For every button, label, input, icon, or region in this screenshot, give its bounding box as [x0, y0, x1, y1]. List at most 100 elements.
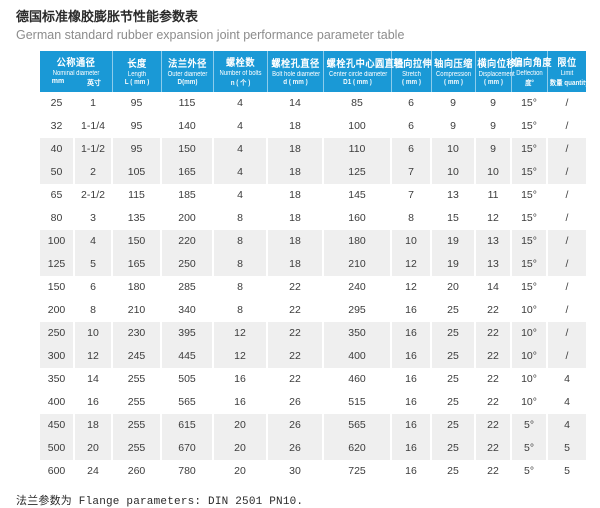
page-title-cn: 德国标准橡胶膨胀节性能参数表: [16, 9, 199, 24]
table-row: 350 14 255 505 16 22 460 16 25 22 10° 4: [40, 367, 587, 391]
cell-length: 105: [113, 160, 163, 184]
col-header-length: 长度 Length L ( mm ): [113, 50, 163, 92]
cell-deflection: 5°: [512, 459, 549, 483]
cell-bolts: 4: [214, 137, 269, 161]
cell-deflection: 15°: [512, 183, 549, 207]
cell-limit: /: [548, 91, 587, 115]
cell-nominal-inch: 10: [75, 321, 114, 345]
cell-displacement: 22: [476, 459, 513, 483]
cell-displacement: 9: [476, 91, 513, 115]
cell-compression: 25: [432, 390, 477, 414]
cell-compression: 25: [432, 298, 477, 322]
cell-nominal-inch: 14: [75, 367, 114, 391]
cell-compression: 19: [432, 252, 477, 276]
cell-center-circle: 145: [324, 183, 393, 207]
cell-bolts: 8: [214, 252, 269, 276]
cell-length: 180: [113, 275, 163, 299]
cell-outer-diameter: 220: [162, 229, 215, 253]
cell-nominal-inch: 12: [75, 344, 114, 368]
cell-displacement: 9: [476, 137, 513, 161]
table-row: 450 18 255 615 20 26 565 16 25 22 5° 4: [40, 413, 587, 437]
cell-bolt-hole: 18: [268, 252, 325, 276]
cell-limit: /: [548, 321, 587, 345]
cell-outer-diameter: 150: [162, 137, 215, 161]
cell-center-circle: 240: [324, 275, 393, 299]
cell-deflection: 5°: [512, 413, 549, 437]
table-head: 公称通径 Nominal diameter mm 英寸 长度 Length L ( mm )…: [40, 50, 589, 92]
cell-limit: /: [548, 183, 587, 207]
cell-center-circle: 515: [324, 390, 393, 414]
cell-outer-diameter: 115: [162, 91, 215, 115]
cell-outer-diameter: 780: [162, 459, 215, 483]
cell-displacement: 11: [476, 183, 513, 207]
col-header-deflection: 偏向角度 Deflection 度°: [512, 50, 552, 92]
cell-limit: /: [548, 160, 587, 184]
cell-center-circle: 725: [324, 459, 393, 483]
cell-limit: /: [548, 229, 587, 253]
cell-bolt-hole: 30: [268, 459, 325, 483]
table-row: 25 1 95 115 4 14 85 6 9 9 15° /: [40, 91, 587, 115]
cell-stretch: 6: [392, 91, 433, 115]
cell-limit: /: [548, 114, 587, 138]
cell-stretch: 12: [392, 275, 433, 299]
cell-bolt-hole: 18: [268, 183, 325, 207]
cell-compression: 25: [432, 344, 477, 368]
cell-deflection: 10°: [512, 367, 549, 391]
cell-stretch: 7: [392, 160, 433, 184]
cell-stretch: 16: [392, 321, 433, 345]
page-title-en: German standard rubber expansion joint p…: [16, 28, 405, 43]
col-header-outer-diameter: 法兰外径 Outer diameter D(mm): [162, 50, 215, 92]
table-row: 125 5 165 250 8 18 210 12 19 13 15° /: [40, 252, 587, 276]
cell-length: 150: [113, 229, 163, 253]
cell-outer-diameter: 670: [162, 436, 215, 460]
cell-nominal-mm: 350: [40, 367, 75, 391]
cell-nominal-mm: 200: [40, 298, 75, 322]
cell-deflection: 10°: [512, 298, 549, 322]
cell-length: 95: [113, 91, 163, 115]
cell-bolts: 8: [214, 206, 269, 230]
cell-bolts: 4: [214, 114, 269, 138]
cell-length: 95: [113, 114, 163, 138]
cell-stretch: 10: [392, 229, 433, 253]
cell-bolts: 12: [214, 344, 269, 368]
table-row: 100 4 150 220 8 18 180 10 19 13 15° /: [40, 229, 587, 253]
cell-stretch: 6: [392, 137, 433, 161]
cell-deflection: 15°: [512, 229, 549, 253]
cell-bolt-hole: 22: [268, 275, 325, 299]
cell-bolt-hole: 18: [268, 229, 325, 253]
cell-compression: 9: [432, 91, 477, 115]
cell-compression: 25: [432, 367, 477, 391]
cell-compression: 25: [432, 321, 477, 345]
col-header-bolt-hole-diameter: 螺栓孔直径 Bolt hole diameter d ( mm ): [268, 50, 325, 92]
cell-nominal-inch: 1: [75, 91, 114, 115]
cell-nominal-inch: 1-1/2: [75, 137, 114, 161]
cell-center-circle: 620: [324, 436, 393, 460]
cell-deflection: 15°: [512, 160, 549, 184]
cell-bolt-hole: 14: [268, 91, 325, 115]
cell-nominal-mm: 125: [40, 252, 75, 276]
cell-center-circle: 350: [324, 321, 393, 345]
cell-length: 230: [113, 321, 163, 345]
cell-compression: 9: [432, 114, 477, 138]
cell-center-circle: 110: [324, 137, 393, 161]
cell-deflection: 10°: [512, 344, 549, 368]
cell-displacement: 22: [476, 298, 513, 322]
cell-displacement: 14: [476, 275, 513, 299]
cell-nominal-inch: 5: [75, 252, 114, 276]
cell-nominal-mm: 100: [40, 229, 75, 253]
cell-bolts: 16: [214, 367, 269, 391]
table-row: 200 8 210 340 8 22 295 16 25 22 10° /: [40, 298, 587, 322]
cell-bolts: 4: [214, 160, 269, 184]
cell-nominal-mm: 600: [40, 459, 75, 483]
cell-limit: /: [548, 275, 587, 299]
cell-outer-diameter: 395: [162, 321, 215, 345]
cell-outer-diameter: 250: [162, 252, 215, 276]
cell-nominal-mm: 250: [40, 321, 75, 345]
cell-stretch: 16: [392, 367, 433, 391]
col-header-center-circle-diameter: 螺栓孔中心圆直径 Center circle diameter D1 ( mm ): [324, 50, 404, 92]
cell-limit: /: [548, 206, 587, 230]
cell-length: 255: [113, 436, 163, 460]
cell-nominal-inch: 6: [75, 275, 114, 299]
cell-bolt-hole: 18: [268, 114, 325, 138]
cell-displacement: 12: [476, 206, 513, 230]
